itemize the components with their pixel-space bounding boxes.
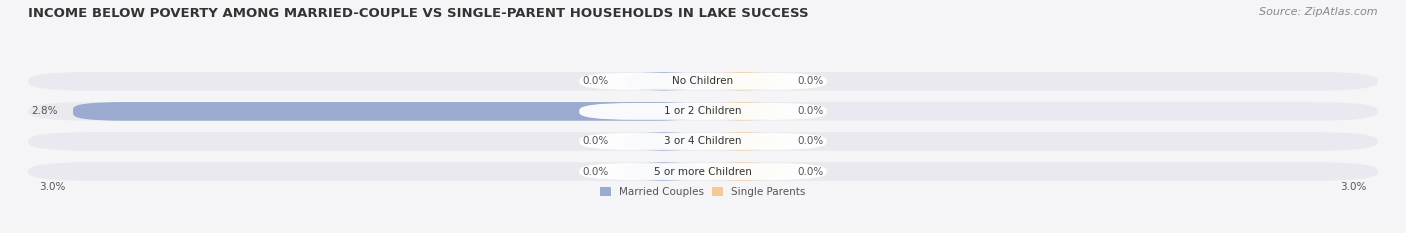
FancyBboxPatch shape [624, 132, 703, 151]
FancyBboxPatch shape [703, 72, 782, 91]
FancyBboxPatch shape [579, 103, 827, 120]
Text: 2.8%: 2.8% [31, 106, 58, 116]
FancyBboxPatch shape [28, 132, 1378, 151]
Text: 3 or 4 Children: 3 or 4 Children [664, 137, 742, 147]
FancyBboxPatch shape [28, 72, 1378, 91]
Text: No Children: No Children [672, 76, 734, 86]
FancyBboxPatch shape [624, 72, 703, 91]
Text: 1 or 2 Children: 1 or 2 Children [664, 106, 742, 116]
Text: 0.0%: 0.0% [797, 167, 824, 177]
Text: INCOME BELOW POVERTY AMONG MARRIED-COUPLE VS SINGLE-PARENT HOUSEHOLDS IN LAKE SU: INCOME BELOW POVERTY AMONG MARRIED-COUPL… [28, 7, 808, 20]
Text: 3.0%: 3.0% [1340, 182, 1367, 192]
Text: 0.0%: 0.0% [797, 106, 824, 116]
FancyBboxPatch shape [579, 133, 827, 150]
FancyBboxPatch shape [28, 102, 1378, 121]
FancyBboxPatch shape [28, 162, 1378, 181]
Text: 0.0%: 0.0% [797, 137, 824, 147]
FancyBboxPatch shape [579, 163, 827, 180]
Text: 0.0%: 0.0% [582, 76, 609, 86]
Text: 5 or more Children: 5 or more Children [654, 167, 752, 177]
Text: 0.0%: 0.0% [582, 137, 609, 147]
FancyBboxPatch shape [703, 162, 782, 181]
FancyBboxPatch shape [703, 132, 782, 151]
Legend: Married Couples, Single Parents: Married Couples, Single Parents [600, 187, 806, 197]
FancyBboxPatch shape [73, 102, 703, 121]
Text: Source: ZipAtlas.com: Source: ZipAtlas.com [1260, 7, 1378, 17]
Text: 0.0%: 0.0% [582, 167, 609, 177]
Text: 0.0%: 0.0% [797, 76, 824, 86]
FancyBboxPatch shape [624, 162, 703, 181]
Text: 3.0%: 3.0% [39, 182, 66, 192]
FancyBboxPatch shape [703, 102, 782, 121]
FancyBboxPatch shape [579, 73, 827, 90]
